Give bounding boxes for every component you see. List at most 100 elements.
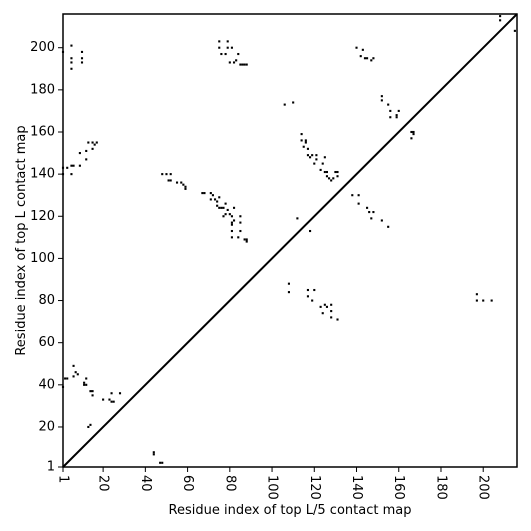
contact-cell-upper — [300, 133, 303, 136]
x-tick-label: 120 — [307, 475, 322, 500]
contact-cell-upper — [180, 181, 183, 184]
y-tick-label: 80 — [38, 293, 55, 308]
contact-cell-upper — [232, 206, 236, 209]
contact-cell-upper — [169, 179, 172, 182]
contact-cell-lower — [87, 425, 90, 429]
contact-cell-lower — [330, 303, 333, 306]
contact-cell-upper — [228, 61, 231, 64]
contact-cell-upper — [334, 170, 337, 174]
contact-cell-upper — [87, 141, 90, 144]
contact-cell-lower — [64, 377, 67, 380]
contact-cell-upper — [230, 223, 233, 226]
contact-cell-lower — [313, 288, 316, 292]
contact-cell-upper — [245, 63, 248, 66]
contact-cell-upper — [216, 204, 219, 207]
contact-cell-upper — [513, 29, 516, 32]
contact-cell-lower — [110, 400, 113, 403]
contact-cell-upper — [325, 170, 329, 174]
contact-cell-upper — [372, 211, 375, 214]
contact-cell-upper — [315, 154, 318, 157]
contact-cell-upper — [220, 206, 223, 209]
contact-cell-upper — [300, 139, 303, 142]
contact-cell-upper — [70, 67, 73, 70]
contact-cell-upper — [309, 156, 312, 159]
contact-cell-upper — [370, 59, 373, 62]
y-tick-label: 140 — [30, 167, 55, 182]
contact-cell-lower — [102, 398, 105, 401]
contact-cell-upper — [323, 156, 326, 159]
contact-cell-upper — [93, 143, 96, 146]
contact-cell-lower — [72, 375, 75, 378]
contact-cell-upper — [380, 99, 383, 102]
contact-cell-upper — [315, 158, 318, 161]
x-tick-label: 160 — [391, 475, 406, 500]
contact-cell-lower — [325, 305, 329, 308]
contact-cell-lower — [152, 453, 155, 456]
contact-cell-upper — [245, 240, 248, 243]
contact-cell-lower — [91, 390, 94, 393]
contact-cell-lower — [475, 293, 478, 296]
contact-cell-lower — [89, 423, 92, 426]
contact-cell-upper — [363, 57, 367, 60]
contact-cell-lower — [475, 299, 478, 302]
contact-cells — [61, 15, 516, 464]
contact-cell-upper — [412, 133, 415, 136]
x-tick-label: 1 — [56, 475, 71, 483]
contact-cell-upper — [78, 164, 81, 167]
contact-cell-upper — [245, 238, 248, 241]
contact-cell-upper — [243, 63, 246, 66]
x-axis-ticks: 1 20 40 60 80 100 120 140 160 180 200 — [56, 467, 491, 500]
y-tick-label: 120 — [30, 209, 55, 224]
contact-cell-upper — [213, 198, 217, 201]
contact-cell-lower — [306, 295, 309, 298]
contact-cell-upper — [292, 101, 295, 104]
contact-cell-lower — [161, 461, 164, 464]
contact-cell-lower — [85, 383, 88, 386]
contact-cell-upper — [226, 40, 229, 43]
contact-cell-upper — [216, 200, 219, 203]
contact-cell-upper — [355, 46, 358, 49]
y-tick-label: 20 — [38, 419, 55, 434]
y-axis-label: Residue index of top L contact map — [14, 125, 29, 355]
contact-cell-upper — [232, 219, 236, 222]
contact-cell-upper — [218, 46, 221, 49]
contact-cell-upper — [226, 46, 229, 49]
contact-cell-lower — [72, 364, 75, 367]
contact-cell-upper — [311, 154, 314, 157]
contact-cell-upper — [220, 52, 223, 56]
contact-cell-upper — [370, 217, 373, 220]
contact-cell-upper — [222, 215, 225, 218]
contact-cell-upper — [182, 183, 185, 186]
contact-cell-upper — [237, 236, 240, 239]
contact-cell-upper — [304, 139, 307, 142]
x-tick-label: 140 — [349, 475, 364, 500]
contact-cell-upper — [302, 145, 305, 148]
contact-cell-lower — [287, 291, 290, 294]
contact-cell-upper — [78, 152, 81, 155]
contact-cell-upper — [230, 229, 233, 233]
contact-cell-upper — [230, 221, 233, 224]
x-tick-label: 180 — [433, 475, 448, 500]
contact-cell-upper — [336, 175, 339, 178]
contact-cell-upper — [332, 177, 335, 180]
x-tick-label: 60 — [180, 475, 195, 492]
x-tick-label: 20 — [96, 475, 111, 492]
contact-cell-upper — [91, 141, 94, 144]
contact-cell-lower — [83, 383, 86, 386]
contact-cell-upper — [203, 192, 206, 195]
contact-cell-upper — [380, 95, 383, 98]
contact-cell-upper — [499, 15, 502, 18]
contact-cell-upper — [368, 211, 371, 214]
contact-cell-upper — [80, 50, 84, 53]
contact-cell-upper — [410, 130, 413, 134]
contact-cell-upper — [224, 213, 227, 216]
contact-cell-lower — [490, 299, 493, 302]
contact-cell-lower — [91, 394, 94, 397]
contact-cell-upper — [169, 173, 172, 176]
contact-cell-upper — [309, 229, 312, 233]
contact-cell-upper — [306, 154, 309, 157]
contact-cell-upper — [232, 61, 236, 64]
contact-cell-upper — [325, 175, 329, 178]
contact-cell-upper — [80, 61, 84, 64]
